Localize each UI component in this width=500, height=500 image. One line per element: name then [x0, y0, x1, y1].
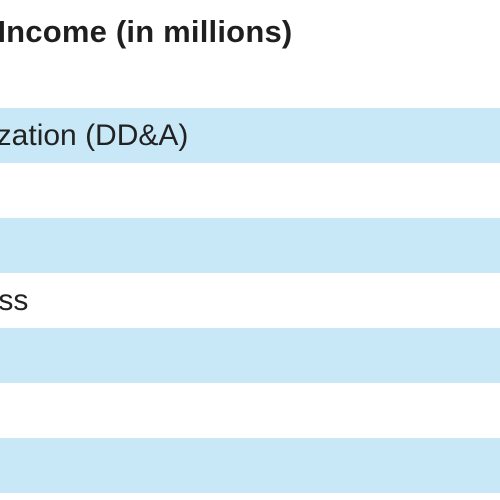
table-row: ortization (DD&A) [0, 108, 500, 163]
table-row [0, 218, 500, 273]
table-row [0, 328, 500, 383]
row-label: Loss [0, 284, 29, 317]
table-row: Loss [0, 273, 500, 328]
table-row [0, 163, 500, 218]
table-title: t Income (in millions) [0, 14, 293, 49]
table-row [0, 438, 500, 493]
row-label: ortization (DD&A) [0, 119, 189, 152]
income-table: ortization (DD&A) Loss [0, 108, 500, 493]
table-row [0, 383, 500, 438]
